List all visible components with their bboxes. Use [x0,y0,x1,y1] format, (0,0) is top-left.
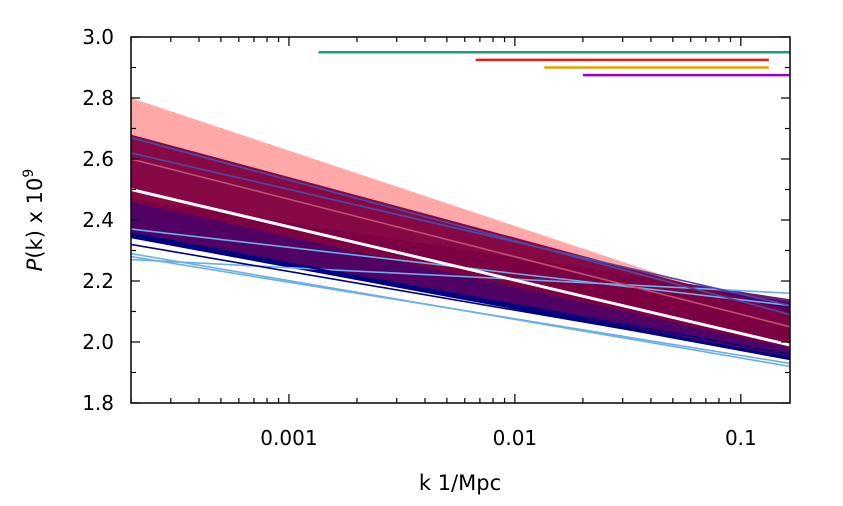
series-line-9 [131,188,790,347]
x-tick-label: 0.001 [260,426,317,450]
series-line-6 [131,136,790,316]
y-tick-label: 2.4 [82,208,114,232]
x-tick-label: 0.01 [493,426,538,450]
y-tick-label: 2.8 [82,86,114,110]
y-axis-label-suffix: (k) x 10 [23,178,47,259]
y-tick-label: 3.0 [82,25,114,49]
plot-area [131,51,790,368]
x-tick-labels: 0.001 0.01 0.1 [260,426,756,450]
y-tick-label: 2.6 [82,147,114,171]
x-tick-label: 0.1 [725,426,757,450]
axis-ticks [130,36,790,404]
series-line-2 [131,258,790,294]
y-axis-label: P(k) x 109 [21,169,47,272]
series-line-8 [131,158,790,328]
band-3 [131,134,790,349]
series-line-7 [131,152,790,307]
x-axis-label: k 1/Mpc [419,471,501,495]
y-tick-label: 2.0 [82,330,114,354]
y-axis-label-exponent: 9 [21,169,37,178]
series-line-1 [131,255,790,365]
series-line-4 [131,243,790,359]
k-range-bars [318,51,790,77]
y-axis-label-prefix: P [23,258,47,271]
series-lines [131,136,790,368]
y-tick-label: 1.8 [82,391,114,415]
series-line-5 [131,234,790,355]
y-tick-label: 2.2 [82,269,114,293]
y-tick-labels: 1.8 2.0 2.2 2.4 2.6 2.8 3.0 [82,25,114,415]
